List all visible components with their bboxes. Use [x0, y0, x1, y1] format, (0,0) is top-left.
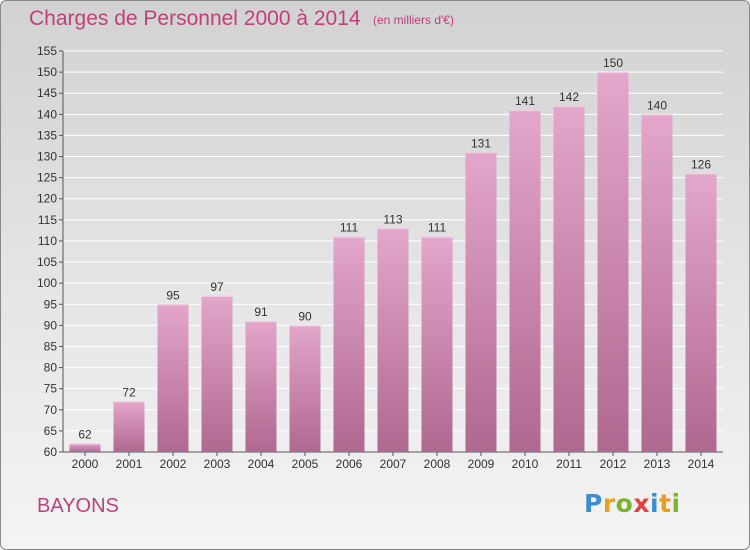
x-tick-label: 2004	[248, 457, 275, 471]
y-tick-label: 95	[44, 297, 58, 311]
bar	[641, 114, 673, 452]
x-tick-label: 2007	[380, 457, 407, 471]
x-tick-label: 2013	[644, 457, 671, 471]
data-label: 97	[210, 280, 224, 294]
x-tick-label: 2010	[512, 457, 539, 471]
y-tick-label: 120	[37, 192, 57, 206]
data-label: 95	[166, 288, 180, 302]
y-tick-label: 115	[38, 213, 57, 227]
data-label: 131	[471, 136, 491, 150]
data-label: 90	[298, 309, 312, 323]
logo-letter: x	[633, 489, 650, 518]
logo-letter: t	[659, 489, 672, 518]
y-tick-label: 130	[37, 150, 57, 164]
data-label: 111	[428, 221, 447, 235]
y-tick-label: 105	[37, 255, 57, 269]
x-tick-label: 2012	[600, 457, 627, 471]
y-tick-label: 85	[44, 339, 58, 353]
bar	[69, 443, 101, 452]
y-tick-label: 125	[37, 171, 57, 185]
y-tick-label: 80	[44, 361, 58, 375]
bar	[509, 110, 541, 453]
x-tick-label: 2001	[116, 457, 143, 471]
y-tick-label: 140	[37, 107, 57, 121]
logo-letter: r	[602, 489, 616, 518]
chart-subtitle: (en milliers d'€)	[373, 13, 454, 27]
data-label: 126	[691, 157, 711, 171]
logo-letter: i	[650, 489, 660, 518]
bar	[465, 152, 497, 452]
data-label: 113	[383, 212, 402, 226]
chart-title: Charges de Personnel 2000 à 2014	[29, 7, 361, 30]
data-label: 140	[647, 98, 667, 112]
data-label: 141	[515, 94, 535, 108]
x-tick-label: 2011	[556, 457, 582, 471]
y-tick-label: 100	[37, 276, 57, 290]
bar	[201, 295, 233, 452]
bar	[377, 228, 409, 452]
data-label: 150	[603, 56, 623, 70]
y-tick-label: 135	[37, 128, 57, 142]
logo-letter: P	[584, 489, 603, 518]
logo-letter: o	[615, 489, 634, 518]
x-tick-label: 2003	[204, 457, 231, 471]
y-tick-label: 150	[37, 65, 57, 79]
bar	[113, 401, 145, 452]
y-tick-label: 110	[38, 234, 57, 248]
x-tick-label: 2002	[160, 457, 187, 471]
bar	[421, 236, 453, 452]
data-label: 111	[340, 221, 359, 235]
place-name: BAYONS	[37, 495, 119, 517]
bar	[685, 173, 717, 452]
x-tick-label: 2008	[424, 457, 451, 471]
x-tick-label: 2009	[468, 457, 495, 471]
data-label: 91	[254, 305, 268, 319]
x-tick-label: 2014	[688, 457, 715, 471]
bar	[597, 72, 629, 453]
x-tick-label: 2005	[292, 457, 319, 471]
bar	[333, 236, 365, 452]
bar	[245, 321, 277, 452]
y-tick-label: 155	[37, 44, 57, 58]
proxiti-logo: Proxiti	[584, 489, 681, 518]
y-tick-label: 65	[44, 424, 58, 438]
data-label: 72	[122, 385, 136, 399]
logo-letter: i	[671, 489, 681, 518]
y-tick-label: 70	[44, 403, 58, 417]
bar	[289, 325, 321, 452]
data-label: 142	[559, 90, 579, 104]
data-label: 62	[78, 428, 92, 442]
x-tick-label: 2006	[336, 457, 363, 471]
y-tick-label: 75	[44, 382, 58, 396]
bar	[553, 105, 585, 452]
x-tick-label: 2000	[72, 457, 99, 471]
y-tick-label: 90	[44, 318, 58, 332]
y-tick-label: 60	[44, 445, 58, 459]
y-tick-label: 145	[37, 86, 57, 100]
bar	[157, 304, 189, 452]
